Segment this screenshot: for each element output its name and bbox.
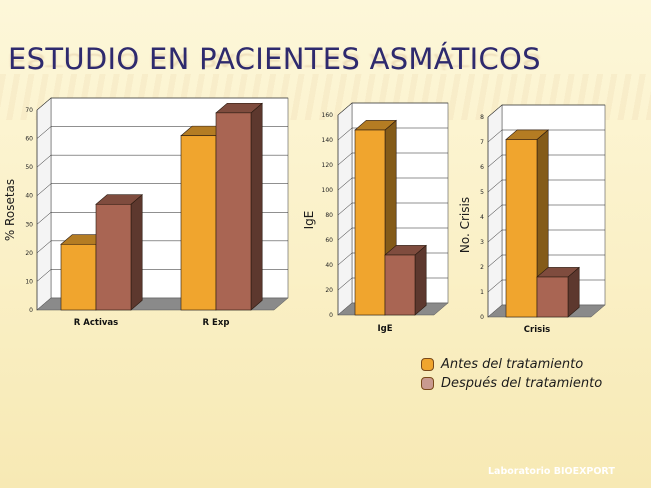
y-tick-label: 40: [325, 262, 333, 269]
y-axis-title: No. Crisis: [458, 197, 472, 253]
bar-front-face: [384, 254, 416, 316]
gridline: [337, 202, 448, 216]
y-tick-label: 6: [480, 164, 484, 171]
gridline: [337, 227, 448, 241]
y-tick-label: 20: [325, 287, 333, 294]
legend-item-after: Después del tratamiento: [421, 374, 641, 393]
y-tick-label: 80: [325, 212, 333, 219]
bar: [384, 244, 428, 316]
y-tick-label: 3: [480, 239, 484, 246]
gridline: [487, 154, 605, 168]
bar-side-face: [414, 244, 427, 316]
y-tick-label: 30: [25, 221, 33, 228]
chart-3: 0 1 2 3 4 5 6 7 8 Crisis No. Crisis: [458, 104, 606, 335]
bar: [536, 266, 581, 318]
y-tick-label: 0: [29, 307, 33, 314]
y-tick-label: 60: [325, 237, 333, 244]
y-tick-label: 0: [329, 312, 333, 319]
y-tick-label: 2: [480, 264, 484, 271]
bar-front-face: [180, 135, 217, 311]
chart-1: 0 10 20 30 40 50 60 70 R Activas R Exp % Rosetas: [3, 97, 289, 328]
bar-side-face: [130, 194, 143, 311]
y-axis-title: % Rosetas: [3, 179, 17, 241]
legend-item-before: Antes del tratamiento: [421, 355, 641, 374]
bar: [95, 194, 144, 311]
y-tick-label: 140: [322, 137, 334, 144]
category-label: IgE: [377, 324, 392, 334]
y-tick-label: 1: [480, 289, 484, 296]
y-tick-label: 40: [25, 193, 33, 200]
bar-side-face: [250, 102, 263, 311]
legend: Antes del tratamiento Después del tratam…: [421, 355, 641, 393]
gridline: [487, 179, 605, 193]
y-tick-label: 0: [480, 314, 484, 321]
bar-front-face: [354, 129, 386, 316]
gridline: [487, 254, 605, 268]
bar: [215, 102, 264, 311]
category-label: Crisis: [524, 325, 550, 335]
bar-front-face: [60, 243, 97, 311]
bar-front-face: [505, 139, 538, 318]
y-tick-label: 5: [480, 189, 484, 196]
gridline: [487, 104, 605, 118]
title-container: ESTUDIO EN PACIENTES ASMÁTICOS ESTUDIO E…: [8, 42, 568, 82]
gridline: [337, 127, 448, 141]
y-axis-title: IgE: [302, 211, 316, 230]
y-tick-label: 4: [480, 214, 484, 221]
chart-2: 0 20 40 60 80 100 120 140 160 IgE IgE: [302, 102, 449, 334]
y-tick-label: 100: [322, 187, 334, 194]
y-tick-label: 10: [25, 278, 33, 285]
y-tick-label: 8: [480, 114, 484, 121]
gridline: [337, 102, 448, 116]
legend-swatch-before: [421, 358, 434, 371]
bar-front-face: [95, 203, 132, 311]
y-tick-label: 120: [322, 162, 334, 169]
gridline: [36, 97, 288, 111]
gridline: [487, 229, 605, 243]
plot-side-wall: [36, 97, 52, 311]
y-tick-label: 160: [322, 112, 334, 119]
y-tick-label: 7: [480, 139, 484, 146]
category-label: R Activas: [74, 318, 118, 328]
footer-credit: Laboratorio BIOEXPORT: [488, 466, 615, 477]
y-tick-label: 50: [25, 164, 33, 171]
gridline: [337, 177, 448, 191]
bar: [505, 129, 550, 318]
gridline: [487, 129, 605, 143]
slide-title: ESTUDIO EN PACIENTES ASMÁTICOS: [8, 42, 541, 76]
bar-front-face: [536, 276, 569, 318]
legend-label-before: Antes del tratamiento: [441, 357, 584, 372]
legend-label-after: Después del tratamiento: [441, 376, 603, 391]
legend-swatch-after: [421, 377, 434, 390]
y-tick-label: 70: [25, 107, 33, 114]
category-label: R Exp: [203, 318, 230, 328]
y-tick-label: 20: [25, 250, 33, 257]
y-tick-label: 60: [25, 136, 33, 143]
gridline: [337, 152, 448, 166]
gridline: [487, 204, 605, 218]
bar-front-face: [215, 112, 252, 311]
